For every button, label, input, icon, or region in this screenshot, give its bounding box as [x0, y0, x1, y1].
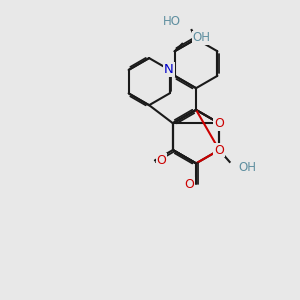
Text: O: O [157, 154, 166, 167]
Text: HO: HO [163, 15, 181, 28]
Text: O: O [214, 117, 224, 130]
Text: OH: OH [238, 161, 256, 174]
Text: OH: OH [193, 32, 211, 44]
Text: O: O [184, 178, 194, 191]
Text: O: O [214, 143, 224, 157]
Text: N: N [164, 63, 174, 76]
